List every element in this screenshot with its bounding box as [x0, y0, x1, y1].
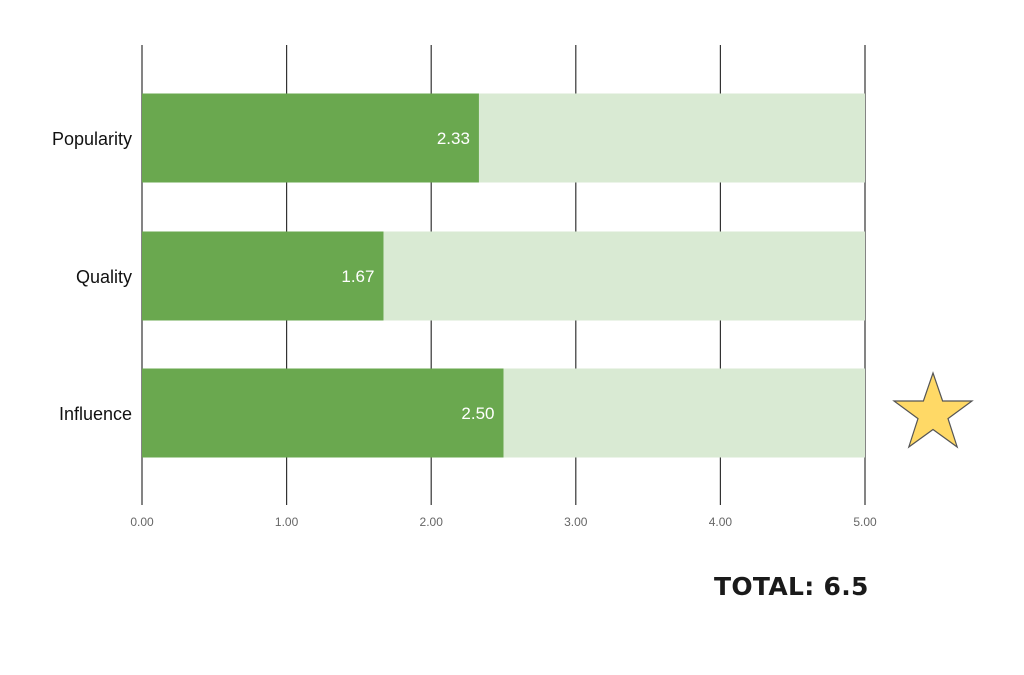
bar-value-label: 1.67: [341, 267, 374, 286]
category-label: Influence: [59, 404, 132, 424]
bar-value-label: 2.50: [461, 404, 494, 423]
category-label: Quality: [76, 267, 132, 287]
bar: [142, 93, 479, 183]
star-shape: [892, 371, 974, 449]
x-tick-label: 0.00: [130, 515, 154, 529]
bar: [142, 368, 504, 458]
star-icon: [892, 371, 974, 449]
bars: [142, 93, 865, 458]
x-tick-label: 3.00: [564, 515, 588, 529]
bar: [142, 231, 384, 321]
x-tick-label: 1.00: [275, 515, 299, 529]
x-tick-label: 5.00: [853, 515, 877, 529]
bar-value-label: 2.33: [437, 129, 470, 148]
labels: 0.00 1.00 2.00 3.00 4.00 5.00 2.33 Popularity 1.…: [52, 129, 877, 529]
category-label: Popularity: [52, 129, 132, 149]
x-tick-label: 4.00: [709, 515, 733, 529]
total-score: TOTAL: 6.5: [714, 572, 869, 601]
x-tick-label: 2.00: [420, 515, 444, 529]
